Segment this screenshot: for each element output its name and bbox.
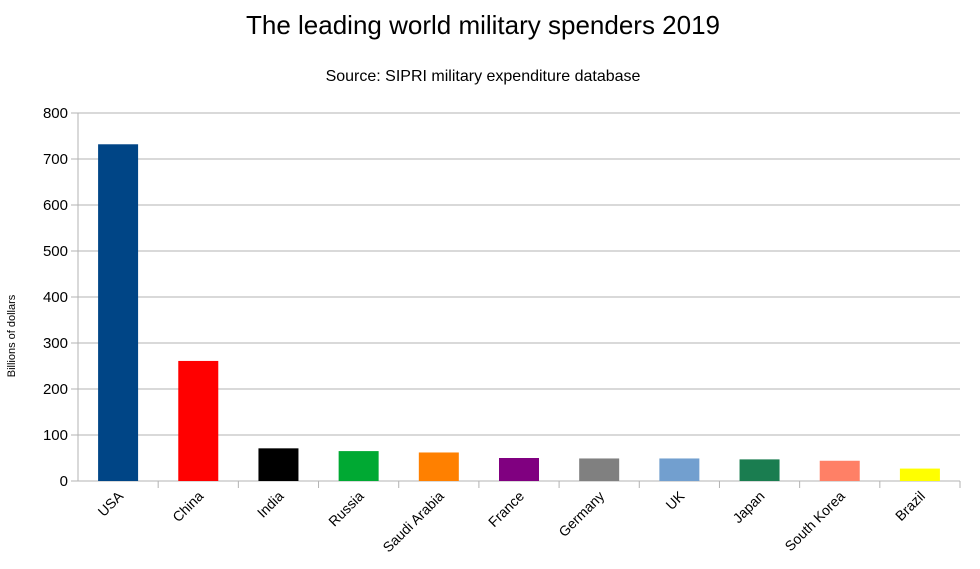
x-tick-labels: USA China India Russia Saudi Arabia France Ger… — [95, 487, 928, 555]
bar-japan — [739, 459, 780, 481]
y-tick-label: 200 — [43, 381, 68, 398]
bar-uk — [659, 458, 700, 481]
y-tick-label: 700 — [43, 151, 68, 168]
y-tick-label: 800 — [43, 105, 68, 122]
y-tick-label: 100 — [43, 427, 68, 444]
x-tick-label: France — [485, 488, 527, 530]
y-tick-label: 400 — [43, 289, 68, 306]
x-tick-label: Germany — [555, 488, 607, 540]
x-tick-label: Saudi Arabia — [379, 488, 447, 556]
bar-france — [499, 458, 539, 481]
y-tick-label: 0 — [60, 473, 68, 490]
x-tick-label: India — [254, 488, 287, 521]
bar-south-korea — [819, 460, 860, 481]
bar-russia — [338, 451, 379, 481]
bar-saudi-arabia — [418, 452, 459, 481]
x-tick-label: USA — [95, 487, 127, 519]
bar-brazil — [899, 468, 940, 481]
chart-title: The leading world military spenders 2019 — [246, 10, 720, 40]
bar-india — [258, 448, 299, 481]
y-tick-label: 300 — [43, 335, 68, 352]
chart-subtitle: Source: SIPRI military expenditure datab… — [326, 68, 641, 85]
bar-germany — [579, 458, 620, 481]
y-tick-labels: 0 100 200 300 400 500 600 700 800 — [43, 105, 68, 490]
x-tick-label: Japan — [729, 488, 767, 526]
x-tick-label: South Korea — [781, 488, 848, 555]
bars — [98, 144, 940, 481]
y-axis-label: Billions of dollars — [6, 294, 18, 377]
x-tick-label: Russia — [325, 488, 367, 530]
bar-usa — [98, 144, 139, 481]
x-tick-label: UK — [662, 487, 688, 513]
x-tick-label: Brazil — [892, 488, 928, 524]
x-tick-label: China — [169, 488, 206, 525]
y-tick-label: 500 — [43, 243, 68, 260]
bar-china — [178, 360, 219, 481]
y-tick-label: 600 — [43, 197, 68, 214]
